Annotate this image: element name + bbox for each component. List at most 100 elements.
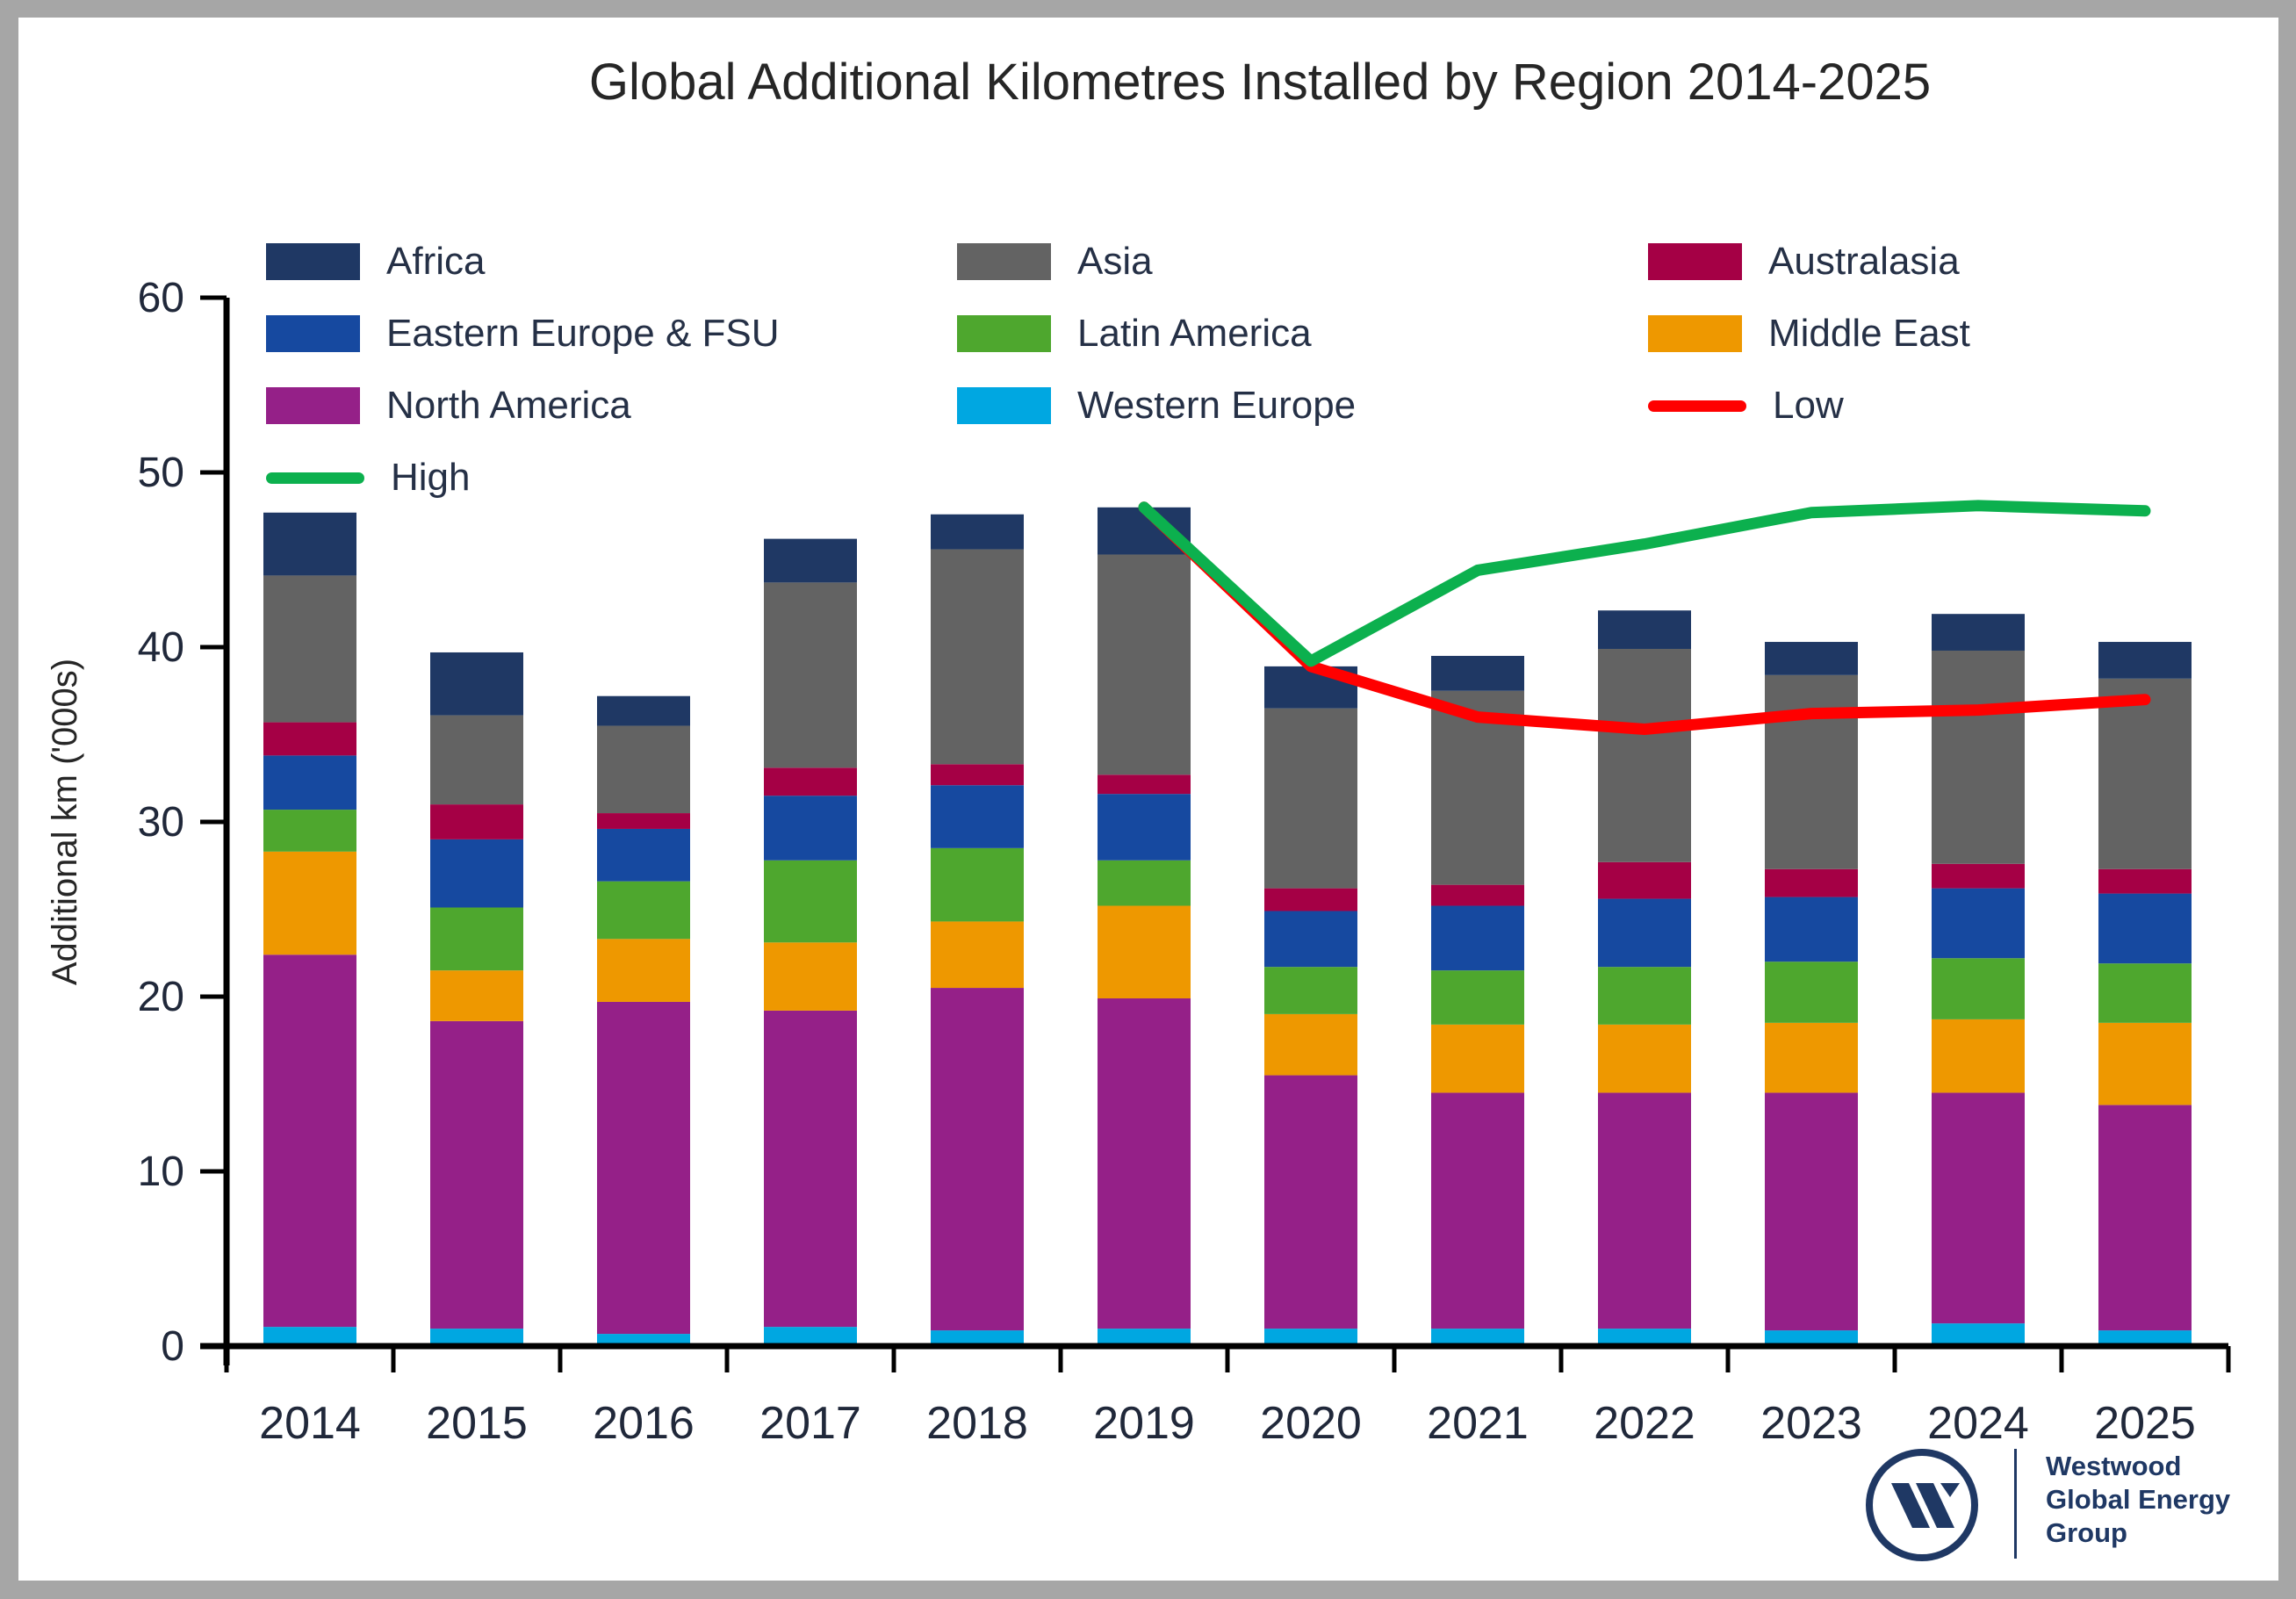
bar-segment-2024-middle-east (1932, 1019, 2025, 1093)
bar-segment-2017-middle-east (764, 942, 857, 1011)
bar-segment-2021-australasia (1431, 884, 1524, 906)
legend-swatch-box (957, 315, 1051, 352)
bar-segment-2020-western-europe (1264, 1329, 1357, 1346)
bar-segment-2024-australasia (1932, 863, 2025, 889)
legend-label: High (391, 456, 471, 499)
bar-segment-2018-asia (931, 549, 1024, 765)
bar-segment-2014-africa (263, 512, 356, 576)
bar-segment-2018-africa (931, 514, 1024, 550)
bar-segment-2021-eastern-europe-fsu (1431, 905, 1524, 971)
bar-segment-2020-eastern-europe-fsu (1264, 911, 1357, 968)
legend-item-eastern-europe-fsu: Eastern Europe & FSU (266, 312, 780, 355)
bar-segment-2018-north-america (931, 988, 1024, 1331)
bar-segment-2014-eastern-europe-fsu (263, 755, 356, 810)
x-tick-label-2016: 2016 (593, 1398, 695, 1449)
logo-divider (2014, 1449, 2017, 1559)
legend-swatch-box (1648, 315, 1742, 352)
bar-segment-2021-western-europe (1431, 1329, 1524, 1346)
y-tick-label-20: 20 (138, 974, 184, 1020)
bar-segment-2025-western-europe (2098, 1330, 2192, 1346)
y-tick-label-0: 0 (161, 1323, 184, 1370)
bar-segment-2022-middle-east (1598, 1024, 1691, 1093)
bar-segment-2020-latin-america (1264, 967, 1357, 1014)
legend-label: Australasia (1768, 240, 1960, 283)
bar-segment-2023-australasia (1765, 868, 1858, 897)
legend-label: Asia (1077, 240, 1153, 283)
y-tick-label-60: 60 (138, 275, 184, 321)
bar-segment-2025-africa (2098, 642, 2192, 679)
bar-segment-2017-africa (764, 538, 857, 583)
bar-segment-2023-middle-east (1765, 1022, 1858, 1093)
bar-segment-2024-eastern-europe-fsu (1932, 888, 2025, 959)
bar-segment-2023-latin-america (1765, 962, 1858, 1023)
bar-segment-2016-latin-america (597, 881, 690, 940)
bar-segment-2017-eastern-europe-fsu (764, 796, 857, 861)
bar-segment-2023-africa (1765, 642, 1858, 675)
bar-segment-2016-middle-east (597, 939, 690, 1002)
bar-segment-2016-eastern-europe-fsu (597, 828, 690, 882)
y-tick-label-30: 30 (138, 799, 184, 846)
bar-segment-2019-middle-east (1098, 905, 1191, 998)
legend-label: Low (1773, 384, 1844, 427)
bar-segment-2015-middle-east (430, 970, 523, 1021)
legend-item-asia: Asia (957, 240, 1153, 283)
bar-segment-2024-latin-america (1932, 958, 2025, 1019)
x-tick-label-2015: 2015 (426, 1398, 528, 1449)
logo-text: Westwood Global Energy Group (2046, 1450, 2230, 1550)
bar-segment-2015-africa (430, 652, 523, 716)
legend-label: Western Europe (1077, 384, 1357, 427)
bar-segment-2019-north-america (1098, 998, 1191, 1329)
bar-segment-2018-eastern-europe-fsu (931, 785, 1024, 848)
legend-item-australasia: Australasia (1648, 240, 1960, 283)
bar-segment-2014-western-europe (263, 1327, 356, 1346)
bar-segment-2024-africa (1932, 614, 2025, 651)
legend-item-latin-america: Latin America (957, 312, 1312, 355)
bar-segment-2022-western-europe (1598, 1329, 1691, 1346)
bar-segment-2025-latin-america (2098, 963, 2192, 1023)
bar-segment-2022-north-america (1598, 1092, 1691, 1329)
bar-segment-2014-australasia (263, 722, 356, 756)
bar-segment-2014-north-america (263, 954, 356, 1328)
legend-item-north-america: North America (266, 384, 631, 427)
bar-segment-2021-africa (1431, 655, 1524, 691)
legend-item-western-europe: Western Europe (957, 384, 1357, 427)
bar-segment-2019-asia (1098, 554, 1191, 775)
bar-segment-2017-north-america (764, 1010, 857, 1328)
bar-segment-2020-north-america (1264, 1075, 1357, 1329)
y-tick-label-40: 40 (138, 624, 184, 671)
bar-segment-2017-asia (764, 582, 857, 768)
legend-item-high: High (266, 456, 471, 499)
logo-mark-icon (1866, 1449, 1978, 1561)
bar-segment-2021-north-america (1431, 1092, 1524, 1329)
x-tick-label-2021: 2021 (1427, 1398, 1529, 1449)
legend-label: Africa (386, 240, 486, 283)
bar-segment-2024-western-europe (1932, 1323, 2025, 1346)
bar-segment-2019-latin-america (1098, 860, 1191, 906)
bar-segment-2016-asia (597, 725, 690, 814)
legend-swatch-box (266, 243, 360, 280)
bar-segment-2022-australasia (1598, 861, 1691, 899)
legend-swatch-box (266, 315, 360, 352)
legend-swatch-box (957, 243, 1051, 280)
legend-item-middle-east: Middle East (1648, 312, 1970, 355)
y-tick-label-50: 50 (138, 450, 184, 496)
x-tick-label-2019: 2019 (1093, 1398, 1195, 1449)
bar-segment-2015-eastern-europe-fsu (430, 839, 523, 908)
chart-title: Global Additional Kilometres Installed b… (588, 54, 1932, 111)
logo-text-line1: Westwood (2046, 1451, 2182, 1481)
bar-segment-2017-latin-america (764, 860, 857, 943)
bar-segment-2019-australasia (1098, 774, 1191, 795)
legend-label: Eastern Europe & FSU (386, 312, 780, 355)
bar-segment-2022-asia (1598, 648, 1691, 862)
legend-label: North America (386, 384, 631, 427)
legend-swatch-line (266, 472, 364, 484)
logo-text-line2: Global Energy (2046, 1484, 2231, 1515)
company-logo: Westwood Global Energy Group (1860, 1444, 2264, 1567)
y-tick-label-10: 10 (138, 1149, 184, 1195)
bar-segment-2022-eastern-europe-fsu (1598, 898, 1691, 968)
high-line (1138, 500, 2151, 667)
bar-segment-2017-australasia (764, 767, 857, 796)
bar-segment-2022-africa (1598, 610, 1691, 649)
